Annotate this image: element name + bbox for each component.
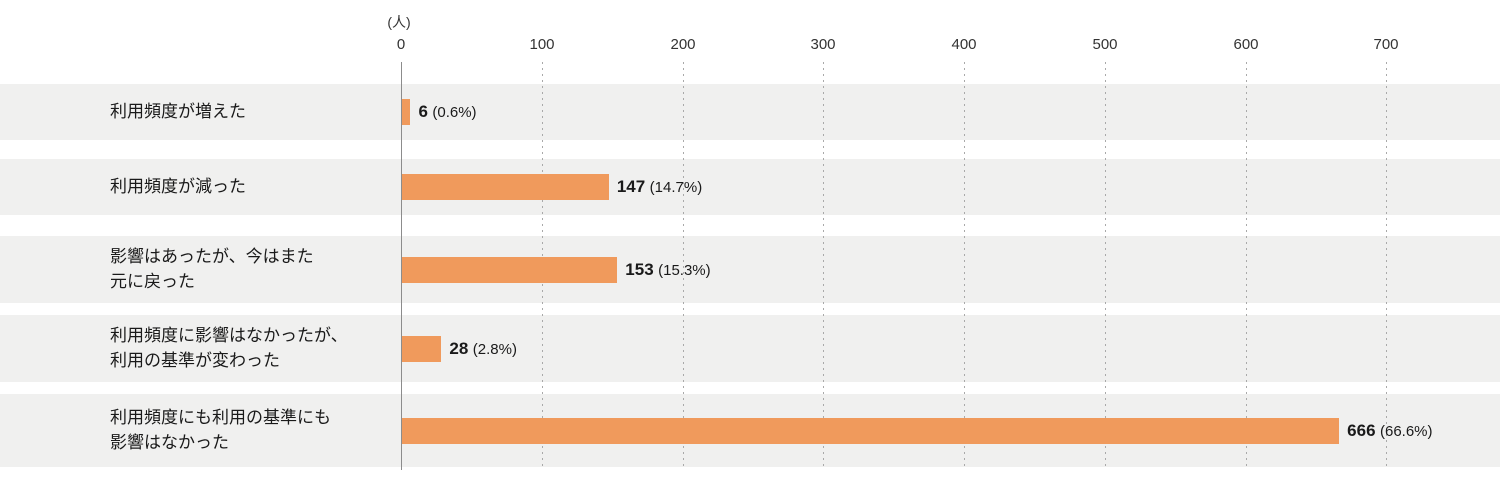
value-percent: (2.8%) xyxy=(472,340,517,358)
value-percent: (0.6%) xyxy=(432,104,477,121)
value-label: 6 (0.6%) xyxy=(418,102,476,122)
category-label: 利用頻度に影響はなかったが、 利用の基準が変わった xyxy=(110,325,348,370)
x-tick-200: 200 xyxy=(670,36,696,53)
bar-track: 28 (2.8%) xyxy=(402,315,1500,382)
bar xyxy=(402,174,609,200)
bar xyxy=(402,256,618,283)
bar xyxy=(402,99,411,125)
row-band xyxy=(0,315,1500,382)
chart-row: 利用頻度に影響はなかったが、 利用の基準が変わった 28 (2.8%) xyxy=(0,315,1500,382)
x-tick-500: 500 xyxy=(1092,36,1118,53)
value-number: 28 xyxy=(449,338,469,358)
bar xyxy=(402,335,442,362)
bar-track: 6 (0.6%) xyxy=(402,84,1500,140)
row-band xyxy=(0,159,1500,215)
chart-row: 影響はあったが、今はまた 元に戻った 153 (15.3%) xyxy=(0,236,1500,303)
bar-track: 147 (14.7%) xyxy=(402,159,1500,215)
value-number: 147 xyxy=(616,177,646,196)
bar xyxy=(402,417,1340,444)
value-label: 28 (2.8%) xyxy=(449,339,517,359)
axis-unit-label: (人) xyxy=(387,14,411,30)
category-label: 利用頻度にも利用の基準にも 影響はなかった xyxy=(110,407,331,452)
x-tick-400: 400 xyxy=(951,36,977,53)
category-label: 利用頻度が減った xyxy=(110,176,246,196)
x-tick-0: 0 xyxy=(396,36,406,53)
x-tick-300: 300 xyxy=(810,36,836,53)
value-number: 6 xyxy=(418,102,428,121)
x-tick-700: 700 xyxy=(1373,36,1399,53)
category-label: 影響はあったが、今はまた 元に戻った xyxy=(110,246,314,291)
value-label: 147 (14.7%) xyxy=(617,177,702,197)
bar-track: 153 (15.3%) xyxy=(402,236,1500,303)
x-tick-100: 100 xyxy=(529,36,555,53)
value-percent: (14.7%) xyxy=(649,179,703,196)
chart-row: 利用頻度が減った 147 (14.7%) xyxy=(0,159,1500,215)
row-band xyxy=(0,236,1500,303)
value-label: 666 (66.6%) xyxy=(1347,421,1432,441)
x-tick-600: 600 xyxy=(1233,36,1259,53)
category-label: 利用頻度が増えた xyxy=(110,101,246,121)
value-percent: (66.6%) xyxy=(1379,422,1433,440)
value-number: 153 xyxy=(625,259,654,279)
value-label: 153 (15.3%) xyxy=(625,260,710,280)
bar-track: 666 (66.6%) xyxy=(402,394,1500,467)
row-band xyxy=(0,84,1500,140)
chart-row: 利用頻度が増えた 6 (0.6%) xyxy=(0,84,1500,140)
value-number: 666 xyxy=(1347,420,1376,440)
value-percent: (15.3%) xyxy=(658,261,711,279)
chart-row: 利用頻度にも利用の基準にも 影響はなかった 666 (66.6%) xyxy=(0,394,1500,467)
